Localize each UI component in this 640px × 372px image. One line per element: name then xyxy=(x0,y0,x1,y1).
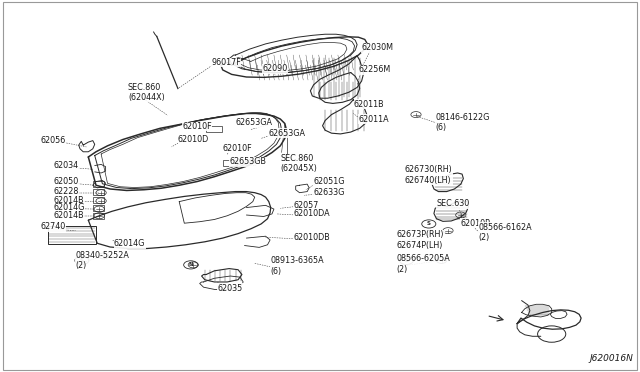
Text: 62030M: 62030M xyxy=(362,43,394,52)
Text: 62057: 62057 xyxy=(293,201,319,210)
Text: 62010F: 62010F xyxy=(182,122,212,131)
Text: 62653GB: 62653GB xyxy=(229,157,266,166)
Text: 62010P: 62010P xyxy=(461,219,491,228)
Text: 62014B: 62014B xyxy=(53,211,84,219)
Text: 62056: 62056 xyxy=(40,136,65,145)
Text: 08566-6205A
(2): 08566-6205A (2) xyxy=(397,254,451,274)
Text: 62011A: 62011A xyxy=(358,115,389,124)
Text: 62051G: 62051G xyxy=(314,177,345,186)
Bar xyxy=(93,189,104,195)
Text: 62011B: 62011B xyxy=(354,100,385,109)
Text: 62010F: 62010F xyxy=(223,144,252,153)
Text: 62050: 62050 xyxy=(53,177,78,186)
Text: 62633G: 62633G xyxy=(314,188,345,197)
Text: 08913-6365A
(6): 08913-6365A (6) xyxy=(270,256,324,276)
Bar xyxy=(93,205,104,211)
Text: 62256M: 62256M xyxy=(358,65,390,74)
Text: 62653GA: 62653GA xyxy=(236,118,273,127)
Text: 62653GA: 62653GA xyxy=(269,129,306,138)
Text: S: S xyxy=(80,258,84,263)
Text: 08566-6162A
(2): 08566-6162A (2) xyxy=(479,223,532,242)
Text: 62014G: 62014G xyxy=(114,239,145,248)
Text: 08340-5252A
(2): 08340-5252A (2) xyxy=(76,251,129,270)
Text: SEC.630: SEC.630 xyxy=(436,199,470,208)
Text: N: N xyxy=(188,262,193,267)
Text: 96017F: 96017F xyxy=(211,58,241,67)
Text: SEC.860
(62045X): SEC.860 (62045X) xyxy=(280,154,317,173)
Text: 62090: 62090 xyxy=(262,64,287,73)
Text: 62228: 62228 xyxy=(53,187,79,196)
Text: 08146-6122G
(6): 08146-6122G (6) xyxy=(435,113,490,132)
Bar xyxy=(93,181,104,187)
Text: SEC.860
(62044X): SEC.860 (62044X) xyxy=(128,83,164,102)
Text: S: S xyxy=(404,258,408,263)
Text: J620016N: J620016N xyxy=(589,354,634,363)
Text: S: S xyxy=(427,221,431,227)
Text: 626730(RH)
626740(LH): 626730(RH) 626740(LH) xyxy=(404,165,452,185)
Text: 62010DA: 62010DA xyxy=(293,209,330,218)
Bar xyxy=(93,197,104,203)
Bar xyxy=(93,213,104,219)
Bar xyxy=(48,226,96,244)
Bar xyxy=(206,126,222,132)
Text: 62010DB: 62010DB xyxy=(293,233,330,242)
Text: 62010D: 62010D xyxy=(178,135,209,144)
Text: 62034: 62034 xyxy=(53,161,78,170)
Text: 62673P(RH)
62674P(LH): 62673P(RH) 62674P(LH) xyxy=(397,230,444,250)
Text: 62014B: 62014B xyxy=(53,196,84,205)
Text: 62014G: 62014G xyxy=(53,203,84,212)
Text: 62035: 62035 xyxy=(218,284,243,293)
Text: 62740: 62740 xyxy=(40,222,65,231)
Bar xyxy=(223,160,237,166)
